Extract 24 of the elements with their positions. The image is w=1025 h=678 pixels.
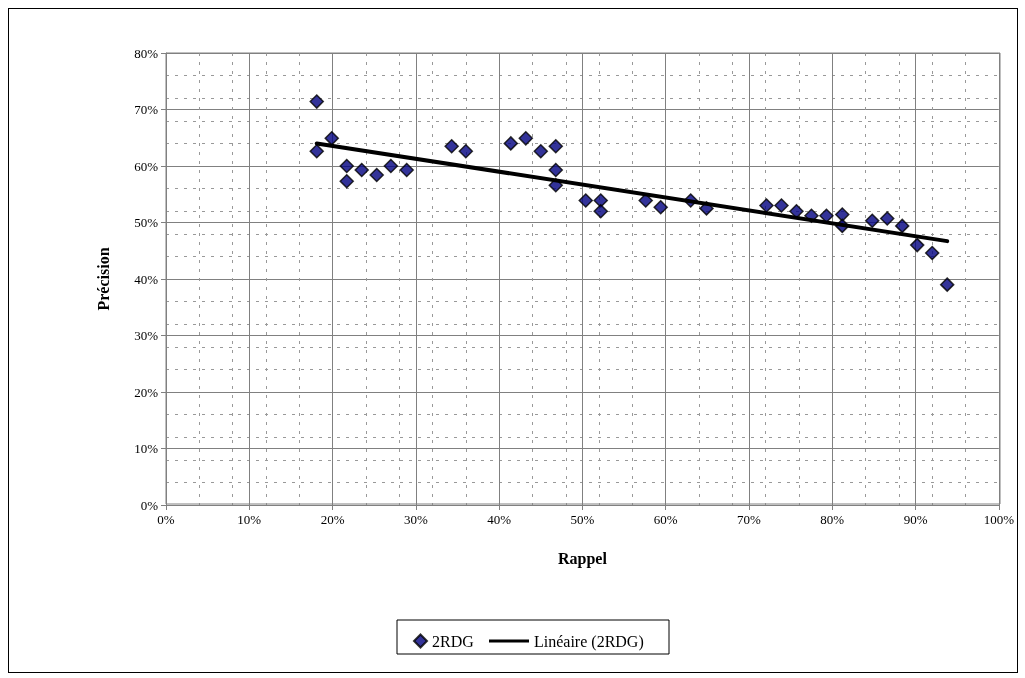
x-tick-label: 70% — [737, 512, 762, 527]
x-tick-label: 10% — [237, 512, 262, 527]
y-tick-label: 40% — [134, 271, 159, 287]
y-tick-label: 0% — [140, 497, 159, 513]
x-tick-label: 60% — [653, 512, 678, 527]
y-tick-label: 30% — [134, 328, 159, 343]
y-tick-label: 50% — [134, 215, 159, 230]
y-tick-label: 10% — [134, 441, 159, 456]
y-tick-label: 20% — [134, 384, 159, 400]
x-tick-label: 50% — [570, 512, 595, 527]
legend-label: 2RDG — [432, 632, 475, 650]
x-axis-title: Rappel — [557, 549, 608, 568]
x-tick-label: 20% — [320, 512, 345, 527]
x-tick-label: 40% — [487, 512, 512, 527]
x-tick-label: 80% — [820, 512, 845, 527]
x-tick-label: 30% — [403, 512, 428, 527]
legend-label: Linéaire (2RDG) — [534, 632, 644, 651]
y-tick-label: 80% — [134, 45, 159, 61]
y-tick-label: 60% — [134, 158, 159, 174]
y-axis-title: Précision — [94, 247, 112, 311]
x-tick-label: 100% — [983, 512, 1015, 527]
x-tick-label: 90% — [903, 512, 928, 527]
x-tick-label: 0% — [157, 512, 175, 527]
y-tick-label: 70% — [134, 102, 159, 117]
